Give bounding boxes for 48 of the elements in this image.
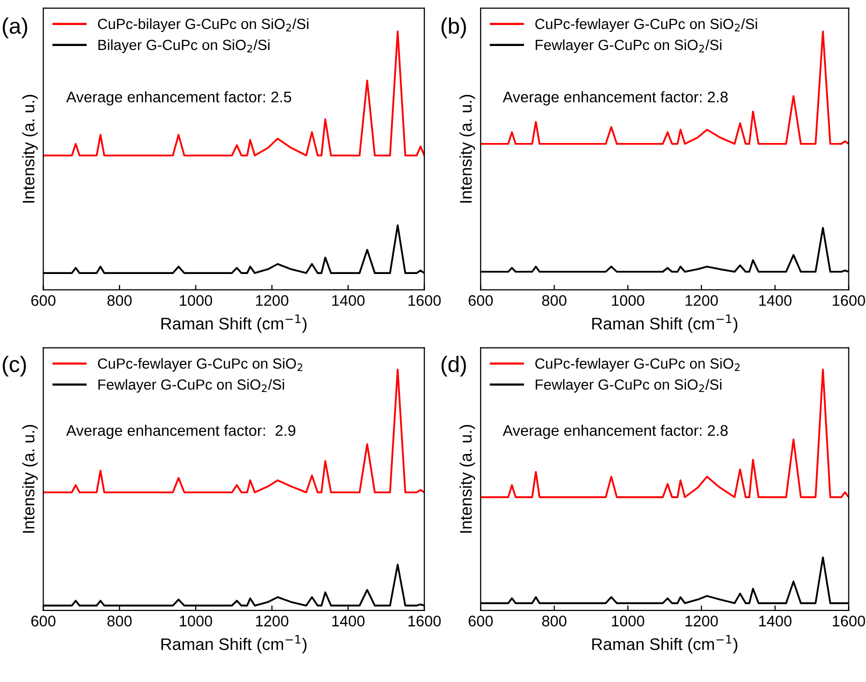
x-tick-label: 600 bbox=[468, 295, 493, 306]
y-axis-title: Intensity (a. u.) bbox=[22, 94, 38, 203]
x-axis-title: Raman Shift (cm$^{−1}$) bbox=[592, 314, 738, 333]
legend-label: CuPc-fewlayer G-CuPc on SiO$_{2}$/Si bbox=[535, 18, 758, 32]
x-tick-label: 1200 bbox=[256, 295, 288, 306]
x-tick-label: 1200 bbox=[686, 616, 718, 626]
x-tick-label: 1400 bbox=[759, 295, 792, 306]
legend-label: Fewlayer G-CuPc on SiO$_{2}$/Si bbox=[98, 379, 284, 393]
legend-label: Bilayer G-CuPc on SiO$_{2}$/Si bbox=[98, 39, 270, 53]
y-axis-title: Intensity (a. u.) bbox=[22, 425, 38, 533]
chart-title: (b) bbox=[442, 18, 466, 38]
x-tick-label: 600 bbox=[31, 616, 56, 626]
legend-label: CuPc-bilayer G-CuPc on SiO$_{2}$/Si bbox=[98, 18, 308, 32]
annotation: Average enhancement factor: 2.8 bbox=[502, 91, 728, 106]
x-tick-label: 800 bbox=[107, 616, 132, 626]
x-tick-label: 1000 bbox=[180, 295, 212, 306]
legend-label: CuPc-fewlayer G-CuPc on SiO$_{2}$ bbox=[98, 358, 302, 372]
x-axis-title: Raman Shift (cm$^{−1}$) bbox=[161, 314, 307, 333]
y-axis-title: Intensity (a. u.) bbox=[460, 425, 476, 533]
x-axis-title: Raman Shift (cm$^{−1}$) bbox=[161, 635, 307, 654]
x-tick-label: 800 bbox=[542, 295, 566, 306]
annotation: Average enhancement factor: 2.5 bbox=[66, 91, 292, 106]
chart-title: (c) bbox=[2, 356, 26, 377]
legend-label: Fewlayer G-CuPc on SiO$_{2}$/Si bbox=[536, 379, 722, 393]
x-tick-label: 800 bbox=[542, 616, 566, 626]
chart-title: (d) bbox=[442, 356, 466, 377]
x-tick-label: 1000 bbox=[180, 616, 212, 626]
x-tick-label: 600 bbox=[468, 616, 493, 626]
x-tick-label: 1000 bbox=[612, 616, 644, 626]
x-tick-label: 600 bbox=[31, 295, 56, 306]
x-tick-label: 1400 bbox=[332, 295, 365, 306]
x-tick-label: 1600 bbox=[832, 295, 866, 306]
annotation: Average enhancement factor: 2.8 bbox=[502, 424, 728, 439]
x-axis-title: Raman Shift (cm$^{−1}$) bbox=[592, 635, 738, 654]
x-tick-label: 1200 bbox=[256, 616, 288, 626]
x-tick-label: 1600 bbox=[408, 295, 441, 306]
x-tick-label: 1600 bbox=[408, 616, 441, 626]
x-tick-label: 1600 bbox=[832, 616, 866, 626]
legend-label: CuPc-fewlayer G-CuPc on SiO$_{2}$ bbox=[535, 358, 740, 372]
x-tick-label: 1000 bbox=[612, 295, 644, 306]
x-tick-label: 1400 bbox=[759, 616, 792, 626]
annotation: Average enhancement factor: 2.9 bbox=[66, 424, 296, 439]
chart-title: (a) bbox=[2, 18, 28, 38]
legend-label: Fewlayer G-CuPc on SiO$_{2}$/Si bbox=[536, 39, 722, 53]
x-tick-label: 1400 bbox=[332, 616, 365, 626]
x-tick-label: 800 bbox=[107, 295, 132, 306]
x-tick-label: 1200 bbox=[686, 295, 718, 306]
y-axis-title: Intensity (a. u.) bbox=[460, 94, 476, 203]
